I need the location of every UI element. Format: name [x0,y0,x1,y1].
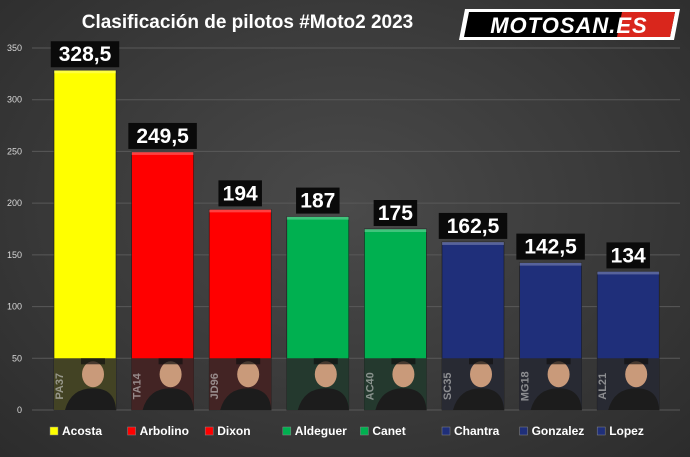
rider-cap [236,358,261,365]
rider-body [530,388,582,410]
bar-bevel [442,241,504,245]
legend-swatch [441,426,451,436]
legend-swatch [596,426,606,436]
bar-bevel [364,229,427,232]
y-tick-label: 0 [17,405,22,415]
legend-swatch [49,426,59,436]
value-label-box [373,200,418,226]
legend-label: Gonzalez [532,424,585,438]
legend-label: Chantra [454,424,500,438]
y-tick-label: 350 [7,43,22,53]
value-label-box [606,242,650,269]
rider-cap [469,358,493,365]
legend-swatch [204,426,214,436]
y-tick-label: 100 [7,302,22,312]
y-tick-label: 200 [7,198,22,208]
rider-number: JD96 [209,373,221,399]
rider-number: SC35 [442,373,454,401]
rider-cap [313,358,338,365]
rider-body [297,388,349,410]
logo-text: MOTOSAN.ES [490,13,648,38]
bar-bevel [131,151,194,155]
bar-bevel [286,216,349,220]
rider-cap [546,358,571,365]
bar-bevel [519,262,582,266]
rider-head [470,361,492,388]
rider-body [142,388,194,410]
legend-label: Aldeguer [295,424,347,438]
bar-bevel [597,271,660,275]
legend-label: Arbolino [140,424,189,438]
rider-cap [158,358,183,365]
value-label-box [50,41,120,68]
y-tick-label: 250 [7,146,22,156]
rider-head [159,361,182,388]
rider-head [237,361,260,388]
rider-head [314,361,337,388]
rider-body [608,388,660,410]
value-label-box [516,233,585,260]
legend-swatch [282,426,292,436]
rider-body [65,388,116,410]
value-label: 175 [378,202,413,225]
legend-swatch [519,426,528,436]
y-tick-label: 150 [7,250,22,260]
rider-number: AL21 [597,373,609,400]
rider-number: AC40 [364,372,376,400]
rider-head [392,361,415,388]
chart-title: Clasificación de pilotos #Moto2 2023 [81,12,414,33]
value-label-box [438,212,508,239]
legend-label: Dixon [217,424,250,438]
value-label: 249,5 [136,125,189,148]
rider-cap [81,358,105,365]
value-label-box [296,187,340,214]
rider-head [82,361,104,388]
rider-head [547,361,570,388]
rider-head [625,361,648,388]
legend-label: Lopez [609,424,644,438]
value-label-box [218,180,262,207]
rider-body [220,388,272,410]
value-label: 162,5 [447,215,500,238]
legend-swatch [360,426,369,436]
rider-number: MG18 [520,371,532,401]
rider-cap [624,358,649,365]
value-label: 187 [300,190,335,213]
value-label: 194 [223,182,258,205]
y-tick-label: 300 [7,95,22,105]
rider-body [453,388,504,410]
bar-bevel [209,209,272,213]
bar-bevel [54,70,116,74]
motosan-logo: MOTOSAN.ES [459,9,680,40]
rider-number: PA37 [54,373,66,400]
y-tick-label: 50 [12,353,22,363]
value-label: 134 [611,244,646,267]
rider-body [375,388,427,410]
value-label: 142,5 [524,236,577,259]
legend-label: Acosta [62,424,102,438]
value-label-box [128,122,197,149]
rider-number: TA14 [132,372,144,399]
rider-cap [391,358,416,365]
legend-swatch [127,426,136,436]
value-label: 328,5 [59,43,112,66]
legend-label: Canet [372,424,405,438]
